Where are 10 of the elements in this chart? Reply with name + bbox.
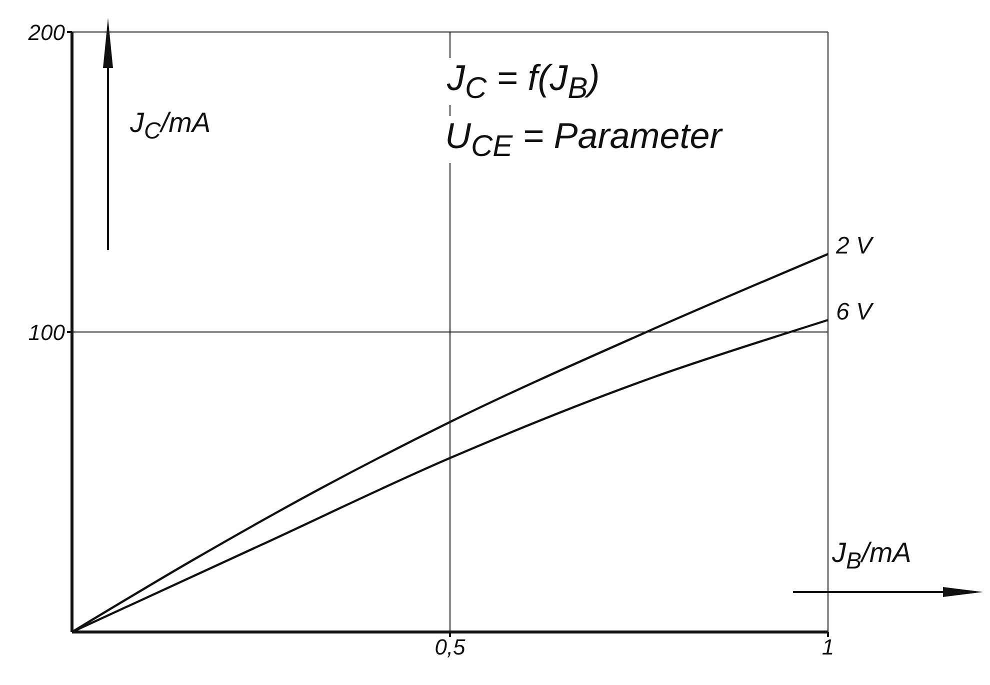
x-axis-title: J$_{B}$/mA (830, 537, 914, 574)
text: U$_{CE}$ = Parameter (443, 115, 724, 164)
series-label: 2 V (835, 232, 874, 260)
x-tick-label: 1 (822, 634, 834, 660)
y-axis-title: J$_{C}$/mA (128, 107, 213, 144)
y-tick-label: 100 (28, 320, 66, 345)
text: J$_{C}$ = f(J$_{B}$) (445, 57, 602, 106)
x-tick-label: 0,5 (434, 634, 466, 660)
series-label: 6 V (836, 298, 874, 326)
y-tick-label: 200 (27, 20, 66, 45)
